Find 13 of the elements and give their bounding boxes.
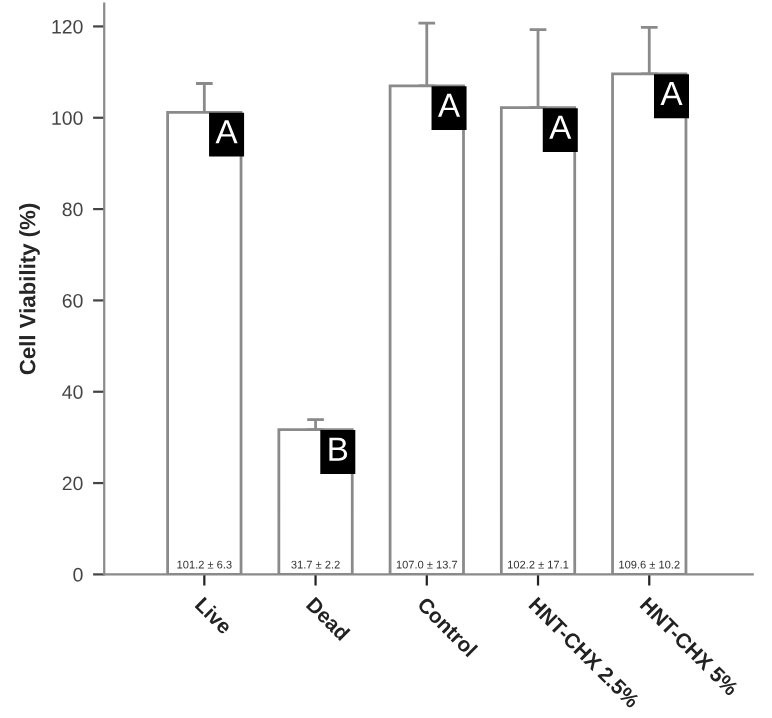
y-tick-label: 0 <box>73 567 83 582</box>
annotation: B <box>329 437 348 461</box>
annotation: A <box>549 115 572 139</box>
annotation: A <box>215 120 238 144</box>
annotation: A <box>437 93 461 117</box>
y-tick-label: 60 <box>62 293 83 308</box>
y-tick-label: 120 <box>52 19 83 34</box>
annotation: A <box>660 81 683 105</box>
y-tick-label: 20 <box>62 476 83 491</box>
y-tick-label: 80 <box>62 202 83 217</box>
y-tick-label: 40 <box>62 385 83 399</box>
y-axis-title: Cell Viability (%) <box>19 203 40 375</box>
y-tick-label: 100 <box>52 111 83 125</box>
